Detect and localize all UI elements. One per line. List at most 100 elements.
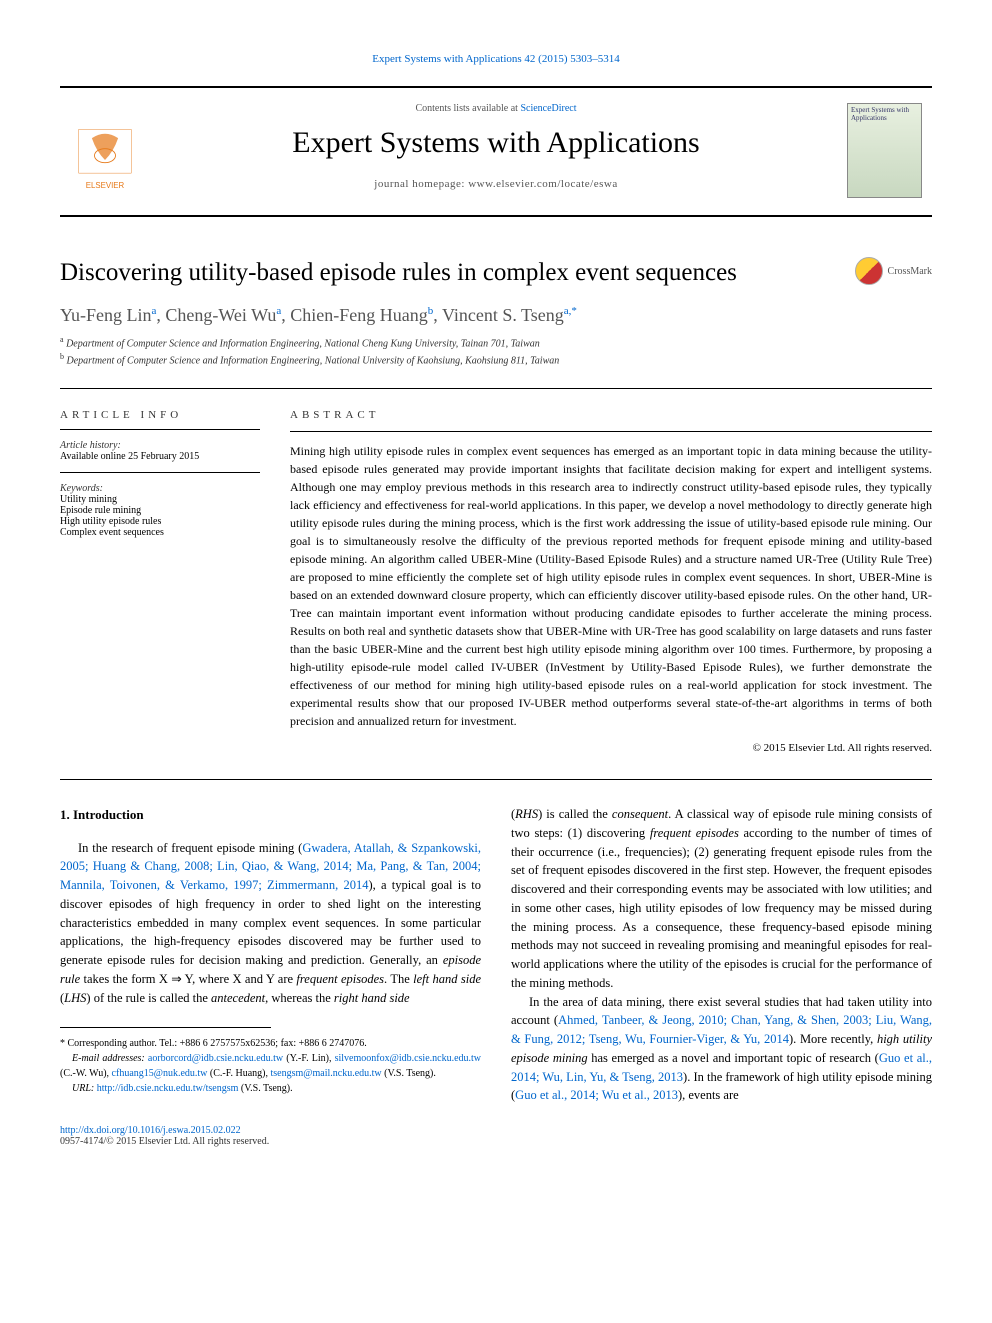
intro-para-1: In the research of frequent episode mini…: [60, 839, 481, 1008]
issn-copyright: 0957-4174/© 2015 Elsevier Ltd. All right…: [60, 1136, 932, 1147]
cover-label: Expert Systems with Applications: [848, 104, 921, 125]
divider: [60, 779, 932, 780]
contents-prefix: Contents lists available at: [415, 103, 520, 114]
email-label: E-mail addresses:: [72, 1053, 145, 1064]
title-area: Discovering utility-based episode rules …: [60, 257, 932, 290]
keywords-label: Keywords:: [60, 483, 260, 494]
url-link[interactable]: http://idb.csie.ncku.edu.tw/tsengsm: [97, 1083, 239, 1094]
doi-line: http://dx.doi.org/10.1016/j.eswa.2015.02…: [60, 1125, 932, 1136]
keyword: Utility mining: [60, 494, 260, 505]
text: In the research of frequent episode mini…: [78, 841, 302, 855]
text: ), events are: [678, 1088, 739, 1102]
text: takes the form X ⇒ Y, where X and Y are: [80, 972, 296, 986]
affiliation-text: Department of Computer Science and Infor…: [67, 355, 560, 366]
paper-title: Discovering utility-based episode rules …: [60, 257, 840, 290]
italic-term: left hand side: [413, 972, 481, 986]
italic-term: frequent episodes: [296, 972, 384, 986]
email-link[interactable]: aorborcord@idb.csie.ncku.edu.tw: [148, 1053, 283, 1064]
journal-name: Expert Systems with Applications: [150, 126, 842, 160]
italic-term: LHS: [64, 991, 86, 1005]
author-aff-link[interactable]: a: [152, 305, 157, 317]
affiliation-a: a Department of Computer Science and Inf…: [60, 334, 932, 351]
italic-term: right hand side: [334, 991, 410, 1005]
text: Corresponding author. Tel.: +886 6 27575…: [68, 1038, 367, 1049]
publisher-logo-area: ELSEVIER: [60, 88, 150, 215]
text: according to the number of times of thei…: [511, 826, 932, 990]
abstract-copyright: © 2015 Elsevier Ltd. All rights reserved…: [290, 742, 932, 754]
crossmark-label: CrossMark: [888, 266, 932, 277]
author-aff-link[interactable]: b: [428, 305, 434, 317]
affiliation-text: Department of Computer Science and Infor…: [66, 338, 540, 349]
svg-text:ELSEVIER: ELSEVIER: [86, 181, 125, 190]
text: (V.S. Tseng).: [384, 1068, 436, 1079]
journal-header: ELSEVIER Contents lists available at Sci…: [60, 86, 932, 217]
intro-para-3: In the area of data mining, there exist …: [511, 993, 932, 1106]
italic-term: frequent episodes: [650, 826, 739, 840]
text: (V.S. Tseng).: [241, 1083, 293, 1094]
corresponding-note: * Corresponding author. Tel.: +886 6 275…: [60, 1036, 481, 1051]
corresponding-star-icon[interactable]: *: [571, 305, 577, 317]
journal-cover-thumb: Expert Systems with Applications: [847, 103, 922, 198]
author: Yu-Feng Lin: [60, 305, 152, 325]
citation-link[interactable]: Guo et al., 2014; Wu et al., 2013: [515, 1088, 678, 1102]
keywords-block: Keywords: Utility mining Episode rule mi…: [60, 483, 260, 548]
divider: [60, 388, 932, 389]
text: ) is called the: [538, 807, 612, 821]
body-columns: 1. Introduction In the research of frequ…: [60, 805, 932, 1105]
text: (C.-F. Huang),: [210, 1068, 268, 1079]
history-block: Article history: Available online 25 Feb…: [60, 440, 260, 473]
elsevier-logo: ELSEVIER: [70, 125, 140, 195]
abstract-text: Mining high utility episode rules in com…: [290, 442, 932, 730]
intro-para-2: (RHS) is called the consequent. A classi…: [511, 805, 932, 993]
abstract-heading: ABSTRACT: [290, 409, 932, 421]
abstract-column: ABSTRACT Mining high utility episode rul…: [290, 409, 932, 754]
sciencedirect-link[interactable]: ScienceDirect: [520, 103, 576, 114]
doi-link[interactable]: http://dx.doi.org/10.1016/j.eswa.2015.02…: [60, 1125, 241, 1136]
text: (C.-W. Wu),: [60, 1068, 109, 1079]
text: ) of the rule is called the: [86, 991, 211, 1005]
author: Cheng-Wei Wu: [165, 305, 276, 325]
cover-thumb-area: Expert Systems with Applications: [842, 88, 932, 215]
author-aff-link[interactable]: a: [276, 305, 281, 317]
divider: [290, 431, 932, 432]
journal-homepage: journal homepage: www.elsevier.com/locat…: [150, 178, 842, 190]
keyword: High utility episode rules: [60, 516, 260, 527]
contents-line: Contents lists available at ScienceDirec…: [150, 103, 842, 114]
affiliations: a Department of Computer Science and Inf…: [60, 334, 932, 369]
italic-term: consequent: [612, 807, 668, 821]
citation-bar: Expert Systems with Applications 42 (201…: [60, 50, 932, 76]
header-center: Contents lists available at ScienceDirec…: [150, 88, 842, 215]
text: , whereas the: [265, 991, 334, 1005]
section-heading: 1. Introduction: [60, 805, 481, 825]
text: . The: [384, 972, 413, 986]
right-column: (RHS) is called the consequent. A classi…: [511, 805, 932, 1105]
keyword: Complex event sequences: [60, 527, 260, 538]
footnote-separator: [60, 1027, 271, 1028]
email-line: E-mail addresses: aorborcord@idb.csie.nc…: [60, 1051, 481, 1081]
footnotes: * Corresponding author. Tel.: +886 6 275…: [60, 1036, 481, 1096]
italic-term: RHS: [515, 807, 538, 821]
info-abstract-row: ARTICLE INFO Article history: Available …: [60, 409, 932, 754]
divider: [60, 429, 260, 430]
url-label: URL:: [72, 1083, 94, 1094]
email-link[interactable]: silvemoonfox@idb.csie.ncku.edu.tw: [335, 1053, 481, 1064]
authors-line: Yu-Feng Lina, Cheng-Wei Wua, Chien-Feng …: [60, 305, 932, 326]
text: has emerged as a novel and important top…: [588, 1051, 879, 1065]
author: Chien-Feng Huang: [290, 305, 427, 325]
affiliation-b: b Department of Computer Science and Inf…: [60, 351, 932, 368]
italic-term: antecedent: [211, 991, 265, 1005]
left-column: 1. Introduction In the research of frequ…: [60, 805, 481, 1105]
keyword: Episode rule mining: [60, 505, 260, 516]
page-root: Expert Systems with Applications 42 (201…: [0, 0, 992, 1197]
email-link[interactable]: cfhuang15@nuk.edu.tw: [112, 1068, 208, 1079]
article-info-column: ARTICLE INFO Article history: Available …: [60, 409, 260, 754]
citation-link[interactable]: Expert Systems with Applications 42 (201…: [372, 53, 619, 65]
article-info-heading: ARTICLE INFO: [60, 409, 260, 421]
text: ). More recently,: [789, 1032, 877, 1046]
history-label: Article history:: [60, 440, 260, 451]
author: Vincent S. Tseng: [442, 305, 564, 325]
text: (Y.-F. Lin),: [286, 1053, 331, 1064]
history-value: Available online 25 February 2015: [60, 451, 260, 462]
email-link[interactable]: tsengsm@mail.ncku.edu.tw: [271, 1068, 382, 1079]
crossmark-badge[interactable]: CrossMark: [855, 257, 932, 285]
